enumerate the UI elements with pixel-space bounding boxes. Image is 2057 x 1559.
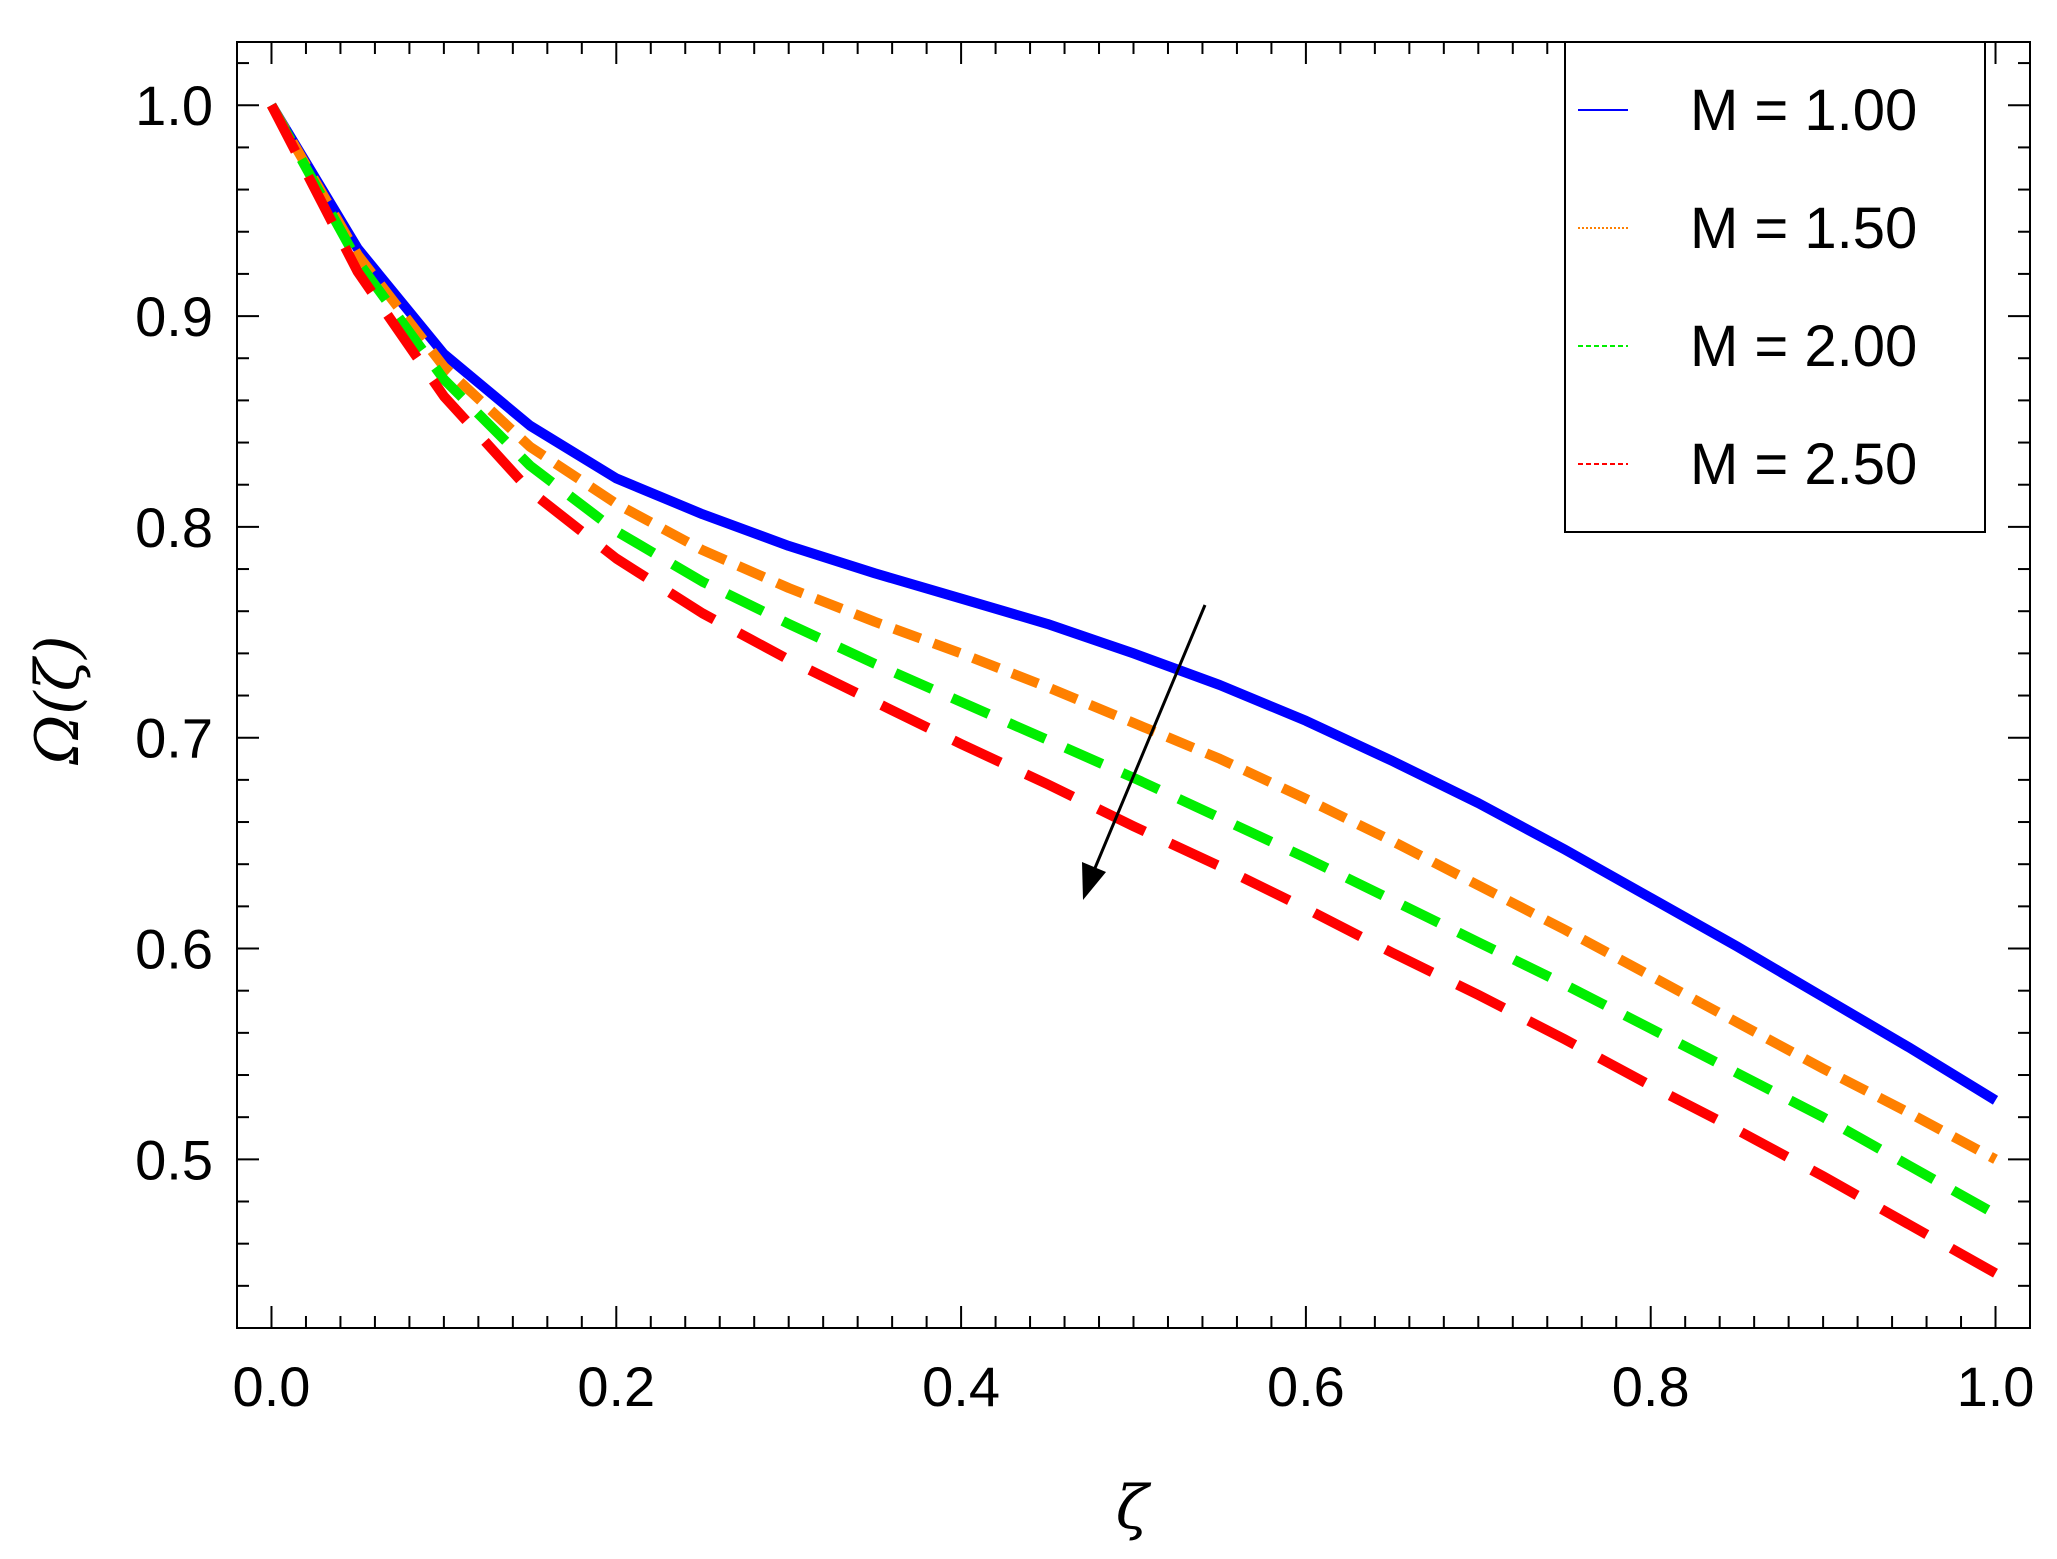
y-tick-label: 0.6: [135, 918, 213, 981]
arrow-shaft: [1088, 604, 1207, 881]
legend-label-4: M = 2.50: [1690, 432, 1917, 497]
series-line-2: [267, 102, 1998, 1164]
x-tick-label: 0.0: [233, 1355, 311, 1418]
legend-label-1: M = 1.00: [1690, 78, 1917, 143]
x-axis-title: ζ: [1116, 1473, 1152, 1543]
arrow-head: [1082, 862, 1106, 900]
y-axis-title: Ω(ζ): [23, 635, 93, 765]
x-tick-label: 0.2: [577, 1355, 655, 1418]
plot-frame: [236, 41, 2031, 1329]
y-tick-label: 0.5: [135, 1128, 213, 1191]
x-tick-label: 0.8: [1612, 1355, 1690, 1418]
y-tick-label: 0.7: [135, 707, 213, 770]
x-tick-label: 0.6: [1267, 1355, 1345, 1418]
x-tick-label: 1.0: [1957, 1355, 2035, 1418]
y-tick-label: 0.9: [135, 285, 213, 348]
y-tick-label: 1.0: [135, 74, 213, 137]
ticks-layer: [237, 42, 2030, 1328]
tick-labels-layer: 0.0 0.2 0.4 0.6 0.8 1.0 0.5 0.6 0.7 0.8 0.9 1.0: [135, 74, 2034, 1418]
series-line-4: [267, 102, 1998, 1278]
legend-label-3: M = 2.00: [1690, 314, 1917, 379]
annotation-arrow: [1082, 604, 1207, 900]
x-tick-label: 0.4: [922, 1355, 1000, 1418]
series-line-1: [267, 102, 1999, 1105]
legend-label-2: M = 1.50: [1690, 196, 1917, 261]
legend: M = 1.00 M = 1.50 M = 2.00 M = 2.50: [1564, 41, 1986, 533]
y-tick-label: 0.8: [135, 496, 213, 559]
legend-box: [1564, 41, 1986, 533]
